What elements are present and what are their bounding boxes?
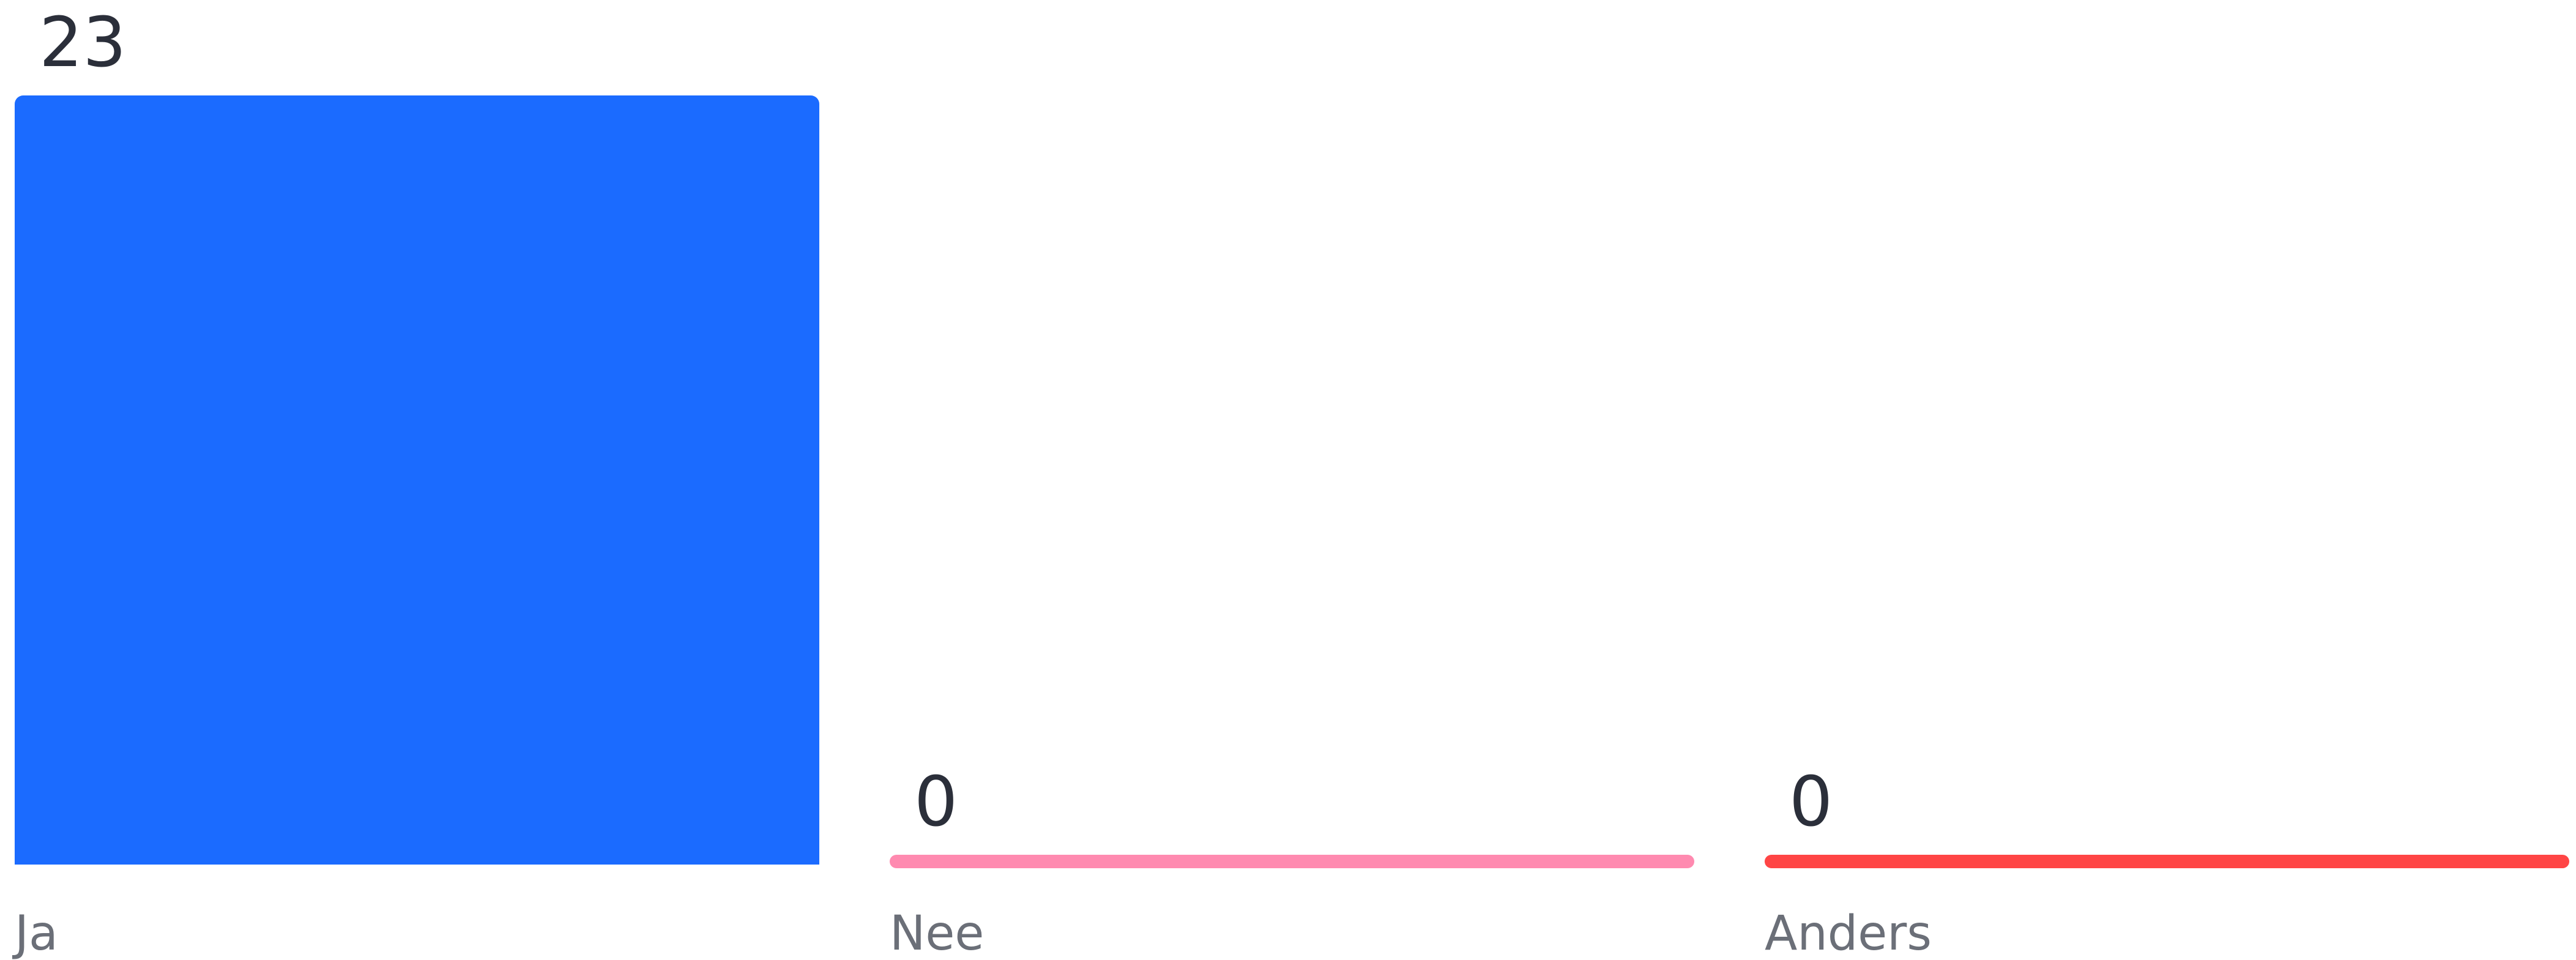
bar-anders bbox=[1765, 855, 2569, 868]
value-label-ja: 23 bbox=[39, 3, 127, 83]
category-label-anders: Anders bbox=[1765, 906, 1932, 960]
bar-ja bbox=[15, 95, 819, 865]
bar-ja-base bbox=[15, 840, 819, 865]
bars-layer bbox=[15, 95, 2569, 868]
category-label-nee: Nee bbox=[890, 906, 984, 960]
value-label-nee: 0 bbox=[914, 762, 958, 842]
value-labels-layer: 23 0 0 bbox=[39, 3, 1833, 842]
value-label-anders: 0 bbox=[1789, 762, 1833, 842]
category-labels-layer: Ja Nee Anders bbox=[12, 906, 1932, 960]
bar-nee bbox=[890, 855, 1694, 868]
category-label-ja: Ja bbox=[12, 906, 58, 960]
